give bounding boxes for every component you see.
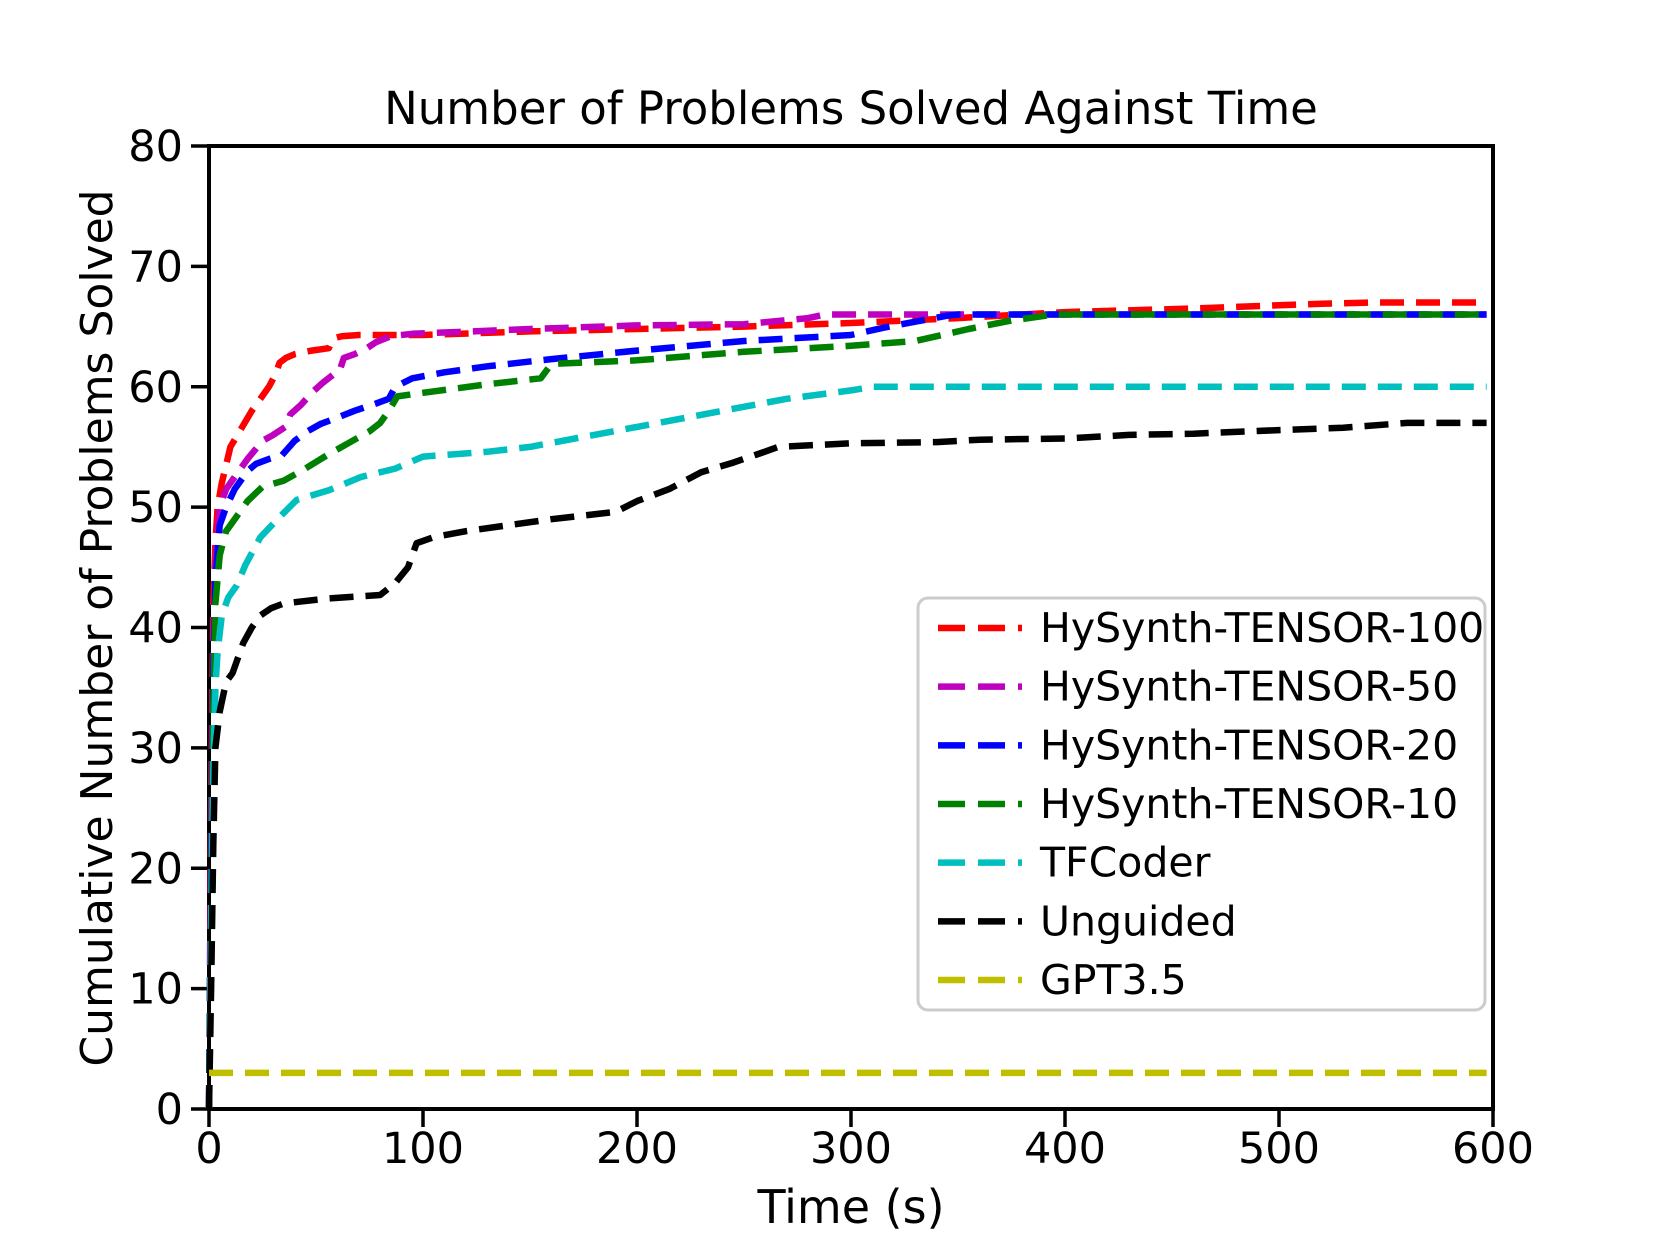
- y-tick-label: 10: [128, 965, 183, 1015]
- series-layer: [205, 299, 1487, 1110]
- plot-layer: 0 100 200 300 400 500 600 0 10 20 30 40 50 60 70 80: [128, 122, 1534, 1174]
- x-tick-label: 100: [382, 1124, 464, 1174]
- legend-label: TFCoder: [1039, 839, 1211, 887]
- legend-item-hysynth-tensor-50: HySynth-TENSOR-50: [938, 663, 1458, 711]
- y-tick-label: 30: [128, 724, 183, 774]
- series-line-hysynth-tensor-100: [205, 299, 1487, 1110]
- series-line-hysynth-tensor-20: [205, 311, 1487, 1110]
- x-tick-label: 500: [1238, 1124, 1320, 1174]
- y-tick-label: 40: [128, 604, 183, 654]
- legend-item-hysynth-tensor-10: HySynth-TENSOR-10: [938, 780, 1458, 828]
- legend-item-gpt3-5: GPT3.5: [938, 956, 1187, 1004]
- x-axis-label: Time (s): [756, 1180, 944, 1234]
- y-tick-label: 0: [156, 1085, 183, 1135]
- y-axis-label: Cumulative Number of Problems Solved: [72, 189, 123, 1066]
- chart-title: Number of Problems Solved Against Time: [384, 82, 1318, 135]
- legend-item-hysynth-tensor-100: HySynth-TENSOR-100: [938, 604, 1484, 652]
- y-tick-label: 20: [128, 844, 183, 894]
- x-tick-label: 400: [1024, 1124, 1106, 1174]
- y-tick-label: 50: [128, 483, 183, 533]
- legend-item-tfcoder: TFCoder: [938, 839, 1211, 887]
- legend: HySynth-TENSOR-100 HySynth-TENSOR-50 HySyn…: [916, 596, 1487, 1012]
- y-tick-label: 70: [128, 242, 183, 292]
- series-line-hysynth-tensor-50: [205, 311, 1487, 1110]
- x-tick-label: 600: [1452, 1124, 1534, 1174]
- legend-box: [916, 596, 1487, 1012]
- legend-label: GPT3.5: [1040, 956, 1187, 1004]
- legend-label: HySynth-TENSOR-50: [1040, 663, 1458, 711]
- legend-item-unguided: Unguided: [938, 897, 1237, 945]
- x-tick-label: 0: [195, 1124, 222, 1174]
- y-tick-label: 80: [128, 122, 183, 172]
- y-tick-label: 60: [128, 363, 183, 413]
- series-line-tfcoder: [205, 383, 1487, 1110]
- legend-label: HySynth-TENSOR-10: [1040, 780, 1458, 828]
- series-line-unguided: [205, 419, 1487, 1110]
- legend-label: Unguided: [1040, 897, 1237, 945]
- x-tick-label: 300: [810, 1124, 892, 1174]
- series-line-hysynth-tensor-10: [205, 311, 1487, 1110]
- x-tick-label: 200: [596, 1124, 678, 1174]
- legend-label: HySynth-TENSOR-20: [1040, 721, 1458, 769]
- legend-label: HySynth-TENSOR-100: [1040, 604, 1484, 652]
- legend-item-hysynth-tensor-20: HySynth-TENSOR-20: [938, 721, 1458, 769]
